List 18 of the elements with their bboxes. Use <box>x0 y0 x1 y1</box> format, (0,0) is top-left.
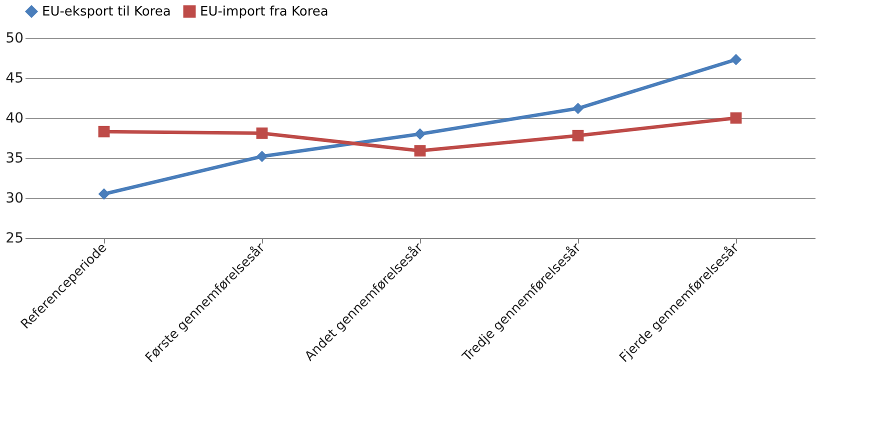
point <box>572 102 584 114</box>
point <box>98 188 110 200</box>
point <box>98 126 110 138</box>
point <box>256 128 268 139</box>
y-tick-label: 50 <box>6 30 24 46</box>
legend-label: EU-import fra Korea <box>200 4 328 20</box>
y-tick-label: 25 <box>6 230 24 246</box>
point <box>256 150 268 162</box>
y-tick-label: 40 <box>6 110 24 126</box>
point <box>572 130 584 142</box>
point <box>414 128 426 140</box>
y-tick-label: 35 <box>6 150 24 166</box>
point <box>730 112 742 124</box>
y-tick-label: 30 <box>6 190 24 206</box>
y-tick-label: 45 <box>6 70 24 86</box>
legend-label: EU-eksport til Korea <box>42 4 171 20</box>
point <box>730 54 742 66</box>
point <box>414 145 426 156</box>
